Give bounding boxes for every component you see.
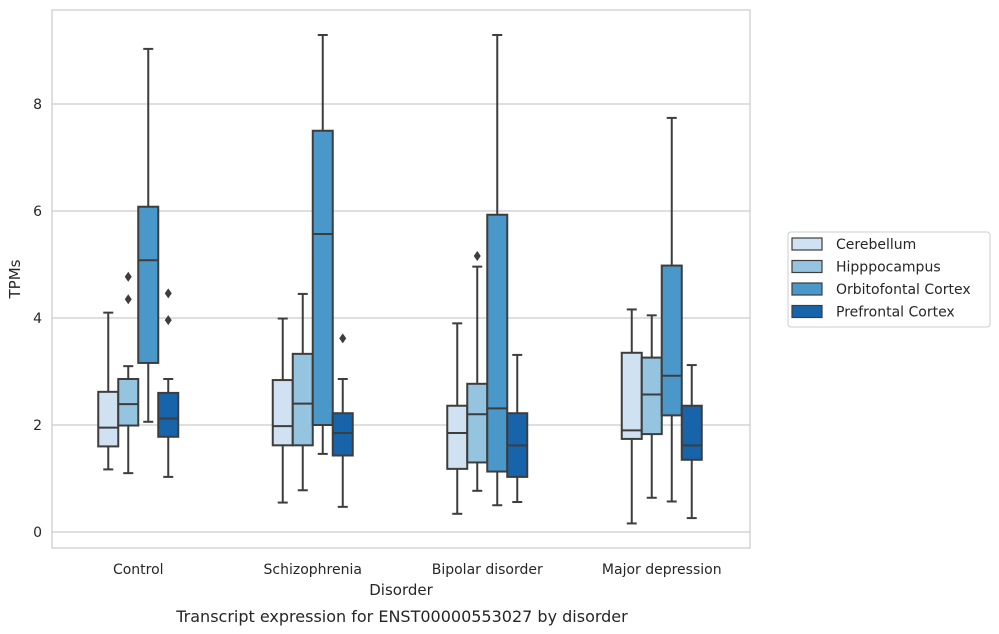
box-orbitofontal-cortex bbox=[486, 33, 509, 507]
legend-swatch bbox=[791, 282, 823, 296]
box-iqr bbox=[271, 379, 294, 447]
x-tick-label: Control bbox=[113, 562, 164, 578]
y-tick-label: 8 bbox=[33, 97, 42, 113]
legend-swatch bbox=[791, 259, 823, 274]
box-orbitofontal-cortex bbox=[137, 47, 160, 423]
box-iqr bbox=[486, 213, 509, 473]
box-iqr bbox=[620, 351, 643, 440]
box-iqr bbox=[97, 390, 120, 448]
box-iqr bbox=[291, 352, 314, 447]
legend-swatch bbox=[791, 304, 823, 319]
box-hipppocampus bbox=[640, 314, 663, 499]
y-axis-label: TPMs bbox=[6, 259, 24, 299]
box-iqr bbox=[117, 377, 140, 427]
box-prefrontal-cortex bbox=[680, 364, 703, 520]
outlier-point bbox=[124, 271, 132, 282]
x-tick-label: Bipolar disorder bbox=[432, 562, 543, 578]
box-hipppocampus bbox=[117, 271, 140, 475]
box-iqr bbox=[157, 391, 180, 438]
outlier-point bbox=[124, 294, 132, 305]
legend-swatch bbox=[791, 237, 823, 251]
y-tick-label: 4 bbox=[33, 311, 42, 327]
x-tick-labels: Control Schizophrenia Bipolar disorder Majo… bbox=[113, 562, 722, 578]
box-prefrontal-cortex bbox=[506, 353, 529, 504]
outlier-point bbox=[473, 250, 481, 261]
box-cerebellum bbox=[620, 308, 643, 525]
x-axis-label: Disorder bbox=[369, 581, 433, 599]
legend-label: Prefrontal Cortex bbox=[836, 305, 955, 321]
box-iqr bbox=[680, 404, 703, 461]
outlier-point bbox=[164, 315, 172, 326]
outlier-point bbox=[339, 333, 347, 344]
box-iqr bbox=[137, 205, 160, 364]
box-series bbox=[97, 33, 703, 525]
box-orbitofontal-cortex bbox=[660, 116, 683, 503]
legend-frame bbox=[787, 231, 991, 328]
box-prefrontal-cortex bbox=[331, 333, 354, 508]
legend-label: Orbitofontal Cortex bbox=[836, 282, 971, 298]
y-tick-label: 2 bbox=[33, 418, 42, 434]
y-tick-label: 0 bbox=[33, 525, 42, 541]
y-tick-label: 6 bbox=[33, 204, 42, 220]
legend: Cerebellum Hipppocampus Orbitofontal Corte… bbox=[787, 231, 991, 328]
x-tick-label: Schizophrenia bbox=[264, 562, 362, 578]
box-cerebellum bbox=[271, 317, 294, 504]
box-iqr bbox=[446, 404, 469, 470]
box-cerebellum bbox=[97, 311, 120, 471]
box-iqr bbox=[640, 356, 663, 436]
box-iqr bbox=[331, 412, 354, 457]
box-orbitofontal-cortex bbox=[311, 33, 334, 455]
box-iqr bbox=[311, 129, 334, 426]
box-prefrontal-cortex bbox=[157, 288, 180, 478]
box-iqr bbox=[466, 382, 489, 464]
legend-label: Hipppocampus bbox=[836, 260, 941, 276]
y-tick-labels: 0 2 4 6 8 bbox=[33, 97, 42, 541]
x-tick-label: Major depression bbox=[602, 562, 722, 578]
box-iqr bbox=[660, 264, 683, 417]
legend-label: Cerebellum bbox=[836, 237, 916, 253]
outlier-point bbox=[164, 288, 172, 299]
plot-frame bbox=[51, 9, 751, 549]
legend-entries: Cerebellum Hipppocampus Orbitofontal Corte… bbox=[791, 237, 971, 321]
chart-caption: Transcript expression for ENST0000055302… bbox=[175, 607, 628, 626]
